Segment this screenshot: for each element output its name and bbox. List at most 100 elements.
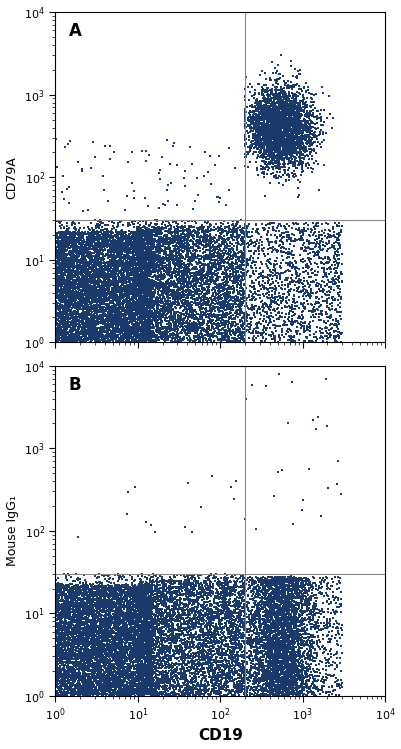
Point [226, 652, 232, 664]
Point [136, 273, 143, 285]
Point [248, 234, 254, 246]
Point [56, 294, 63, 306]
Point [211, 249, 217, 261]
Point [284, 127, 290, 139]
Point [230, 270, 237, 282]
Point [119, 621, 125, 633]
Point [83, 331, 89, 343]
Point [292, 591, 299, 603]
Point [184, 675, 191, 687]
Point [296, 135, 302, 147]
Point [256, 620, 263, 632]
Point [85, 285, 92, 297]
Point [295, 656, 302, 668]
Point [231, 670, 237, 682]
Point [273, 245, 280, 257]
Point [109, 598, 115, 610]
Point [74, 255, 81, 267]
Point [114, 281, 121, 293]
Point [304, 638, 311, 650]
Point [162, 225, 168, 237]
Point [137, 631, 143, 643]
Point [304, 681, 311, 693]
Point [142, 299, 148, 311]
Point [220, 598, 226, 610]
Point [251, 108, 257, 120]
Point [260, 642, 267, 654]
Point [65, 682, 72, 694]
Point [53, 268, 60, 280]
Point [170, 249, 176, 261]
Point [202, 283, 209, 295]
Point [95, 234, 101, 246]
Point [261, 106, 267, 118]
Point [219, 232, 226, 244]
Point [296, 112, 302, 124]
Point [68, 305, 75, 317]
Point [55, 628, 61, 640]
Point [231, 286, 237, 298]
Point [86, 616, 92, 628]
Point [283, 130, 289, 142]
Point [157, 622, 163, 634]
Point [311, 276, 317, 288]
Point [173, 274, 180, 286]
Point [135, 686, 141, 698]
Point [153, 636, 159, 648]
Point [126, 290, 132, 302]
Point [141, 313, 148, 325]
Point [306, 290, 312, 302]
Point [324, 629, 331, 641]
Point [79, 312, 85, 324]
Point [288, 99, 294, 111]
Point [83, 670, 89, 682]
Point [99, 599, 106, 611]
Point [194, 617, 200, 629]
Point [111, 631, 117, 643]
Point [300, 267, 307, 279]
Point [253, 102, 259, 114]
Point [111, 234, 118, 246]
Point [158, 252, 164, 264]
Point [259, 124, 265, 136]
Point [139, 577, 145, 589]
Point [314, 113, 320, 125]
Point [231, 633, 237, 645]
Point [197, 609, 204, 621]
Point [86, 668, 92, 680]
Point [264, 625, 271, 637]
Point [306, 291, 313, 303]
Point [232, 680, 239, 692]
Point [69, 666, 75, 678]
Point [261, 146, 267, 158]
Point [107, 592, 113, 604]
Point [77, 300, 84, 312]
Point [290, 630, 297, 642]
Point [53, 577, 59, 589]
Point [136, 336, 143, 348]
Point [267, 670, 273, 682]
Point [56, 315, 63, 327]
Point [70, 294, 76, 306]
Point [273, 111, 279, 123]
Point [148, 616, 155, 628]
Point [151, 667, 158, 679]
Point [148, 302, 155, 314]
Point [249, 661, 256, 673]
Point [267, 637, 273, 649]
Point [288, 589, 295, 601]
Point [154, 598, 161, 610]
Point [159, 646, 165, 658]
Point [108, 610, 114, 622]
Point [198, 569, 204, 581]
Point [192, 321, 199, 333]
Point [283, 117, 289, 129]
Point [146, 224, 153, 236]
Point [226, 291, 232, 303]
Point [285, 607, 292, 619]
Point [129, 676, 136, 688]
Point [229, 249, 235, 261]
Point [232, 312, 239, 324]
Point [148, 648, 155, 660]
Point [131, 268, 138, 280]
